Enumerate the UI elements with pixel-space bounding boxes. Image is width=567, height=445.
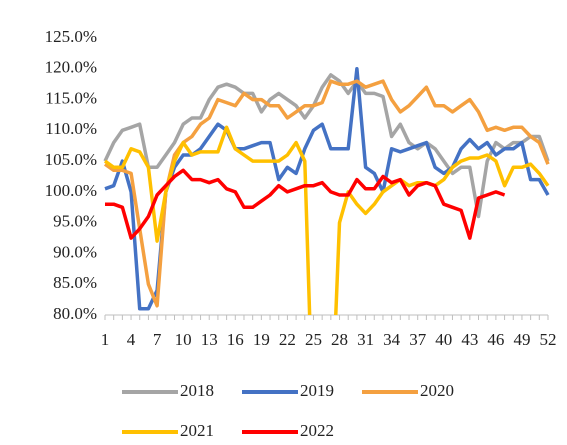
x-tick-label: 28 xyxy=(331,330,348,349)
x-tick-label: 37 xyxy=(409,330,427,349)
series-line xyxy=(103,73,550,219)
x-tick-label: 34 xyxy=(383,330,401,349)
y-tick-label: 120.0% xyxy=(45,58,97,77)
x-tick-label: 52 xyxy=(540,330,557,349)
legend-label: 2018 xyxy=(180,381,214,400)
x-tick-label: 7 xyxy=(153,330,162,349)
x-tick-label: 1 xyxy=(101,330,110,349)
x-tick-label: 25 xyxy=(305,330,322,349)
y-tick-label: 80.0% xyxy=(53,304,97,323)
x-tick-label: 10 xyxy=(175,330,192,349)
x-tick-label: 40 xyxy=(435,330,452,349)
y-tick-label: 90.0% xyxy=(53,242,97,261)
x-tick-label: 13 xyxy=(201,330,218,349)
series-line xyxy=(104,67,550,311)
series-line xyxy=(103,125,550,315)
y-tick-label: 125.0% xyxy=(45,27,97,46)
y-tick-label: 85.0% xyxy=(53,273,97,292)
legend-label: 2020 xyxy=(420,381,454,400)
plot-area xyxy=(103,67,550,315)
x-tick-label: 49 xyxy=(513,330,530,349)
x-tick-label: 16 xyxy=(227,330,244,349)
y-tick-label: 105.0% xyxy=(45,150,97,169)
legend-label: 2022 xyxy=(300,421,334,440)
x-tick-label: 31 xyxy=(357,330,374,349)
legend-label: 2021 xyxy=(180,421,214,440)
x-tick-label: 19 xyxy=(253,330,270,349)
x-tick-label: 4 xyxy=(127,330,136,349)
x-tick-label: 22 xyxy=(279,330,296,349)
y-tick-label: 110.0% xyxy=(45,119,97,138)
x-tick-label: 46 xyxy=(487,330,504,349)
y-tick-label: 115.0% xyxy=(45,88,97,107)
series-line xyxy=(105,168,506,240)
y-tick-label: 95.0% xyxy=(53,212,97,231)
y-tick-label: 100.0% xyxy=(45,181,97,200)
legend-label: 2019 xyxy=(300,381,334,400)
x-tick-label: 43 xyxy=(461,330,478,349)
